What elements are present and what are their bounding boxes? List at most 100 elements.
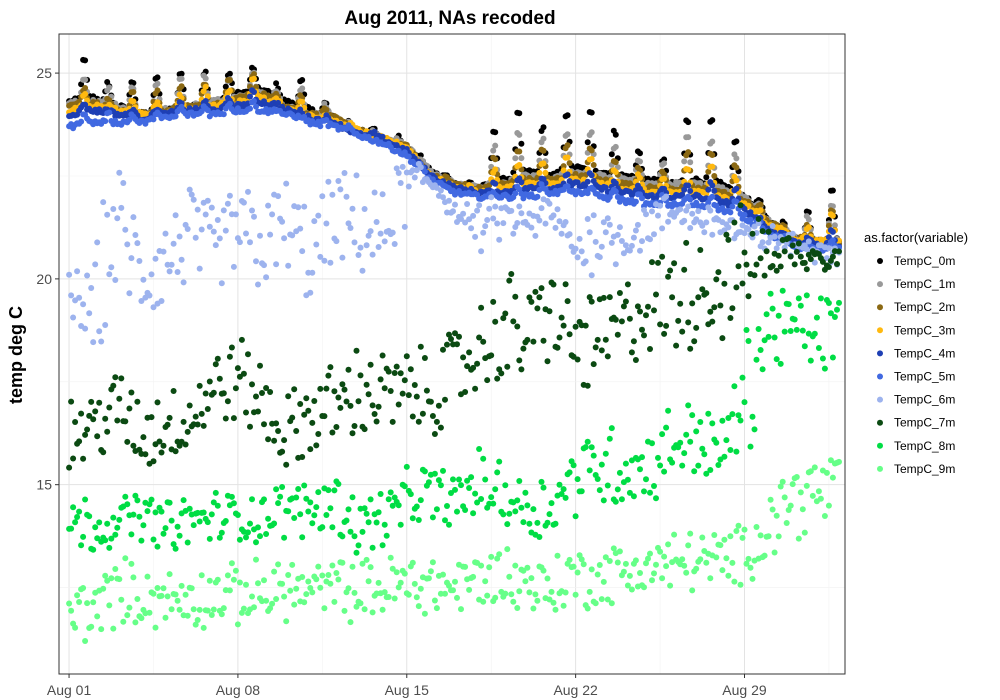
data-point: [110, 382, 117, 389]
data-point: [315, 431, 322, 437]
data-point: [480, 598, 487, 605]
data-point: [510, 318, 517, 325]
data-point: [267, 231, 274, 238]
data-point: [351, 423, 358, 429]
data-point: [518, 179, 525, 186]
data-point: [433, 418, 440, 425]
data-point: [247, 520, 253, 527]
data-point: [637, 158, 643, 165]
data-point: [781, 248, 788, 255]
data-point: [226, 70, 233, 77]
data-point: [532, 591, 539, 598]
data-point: [323, 512, 330, 518]
data-point: [281, 437, 288, 444]
data-point: [265, 202, 272, 209]
data-point: [230, 263, 237, 270]
data-point: [347, 402, 354, 409]
data-point: [795, 240, 802, 247]
data-point: [275, 428, 282, 434]
data-point: [285, 572, 292, 578]
data-point: [665, 273, 672, 280]
data-point: [560, 602, 567, 609]
data-point: [82, 431, 89, 438]
data-point: [566, 556, 573, 563]
data-point: [110, 206, 117, 212]
data-point: [723, 555, 730, 562]
data-point: [371, 411, 378, 417]
data-point: [200, 509, 207, 516]
data-point: [236, 239, 243, 246]
data-point: [550, 212, 557, 219]
data-point: [506, 277, 513, 284]
data-point: [283, 618, 290, 625]
data-point: [146, 501, 153, 508]
data-point: [691, 468, 698, 475]
data-point: [739, 534, 746, 541]
data-point: [606, 435, 613, 442]
data-point: [653, 561, 659, 568]
data-point: [313, 241, 320, 248]
data-point: [729, 203, 736, 210]
data-point: [498, 370, 505, 377]
data-point: [578, 556, 585, 563]
data-point: [500, 511, 507, 518]
data-point: [437, 482, 444, 489]
data-point: [379, 606, 386, 613]
data-point: [466, 586, 473, 593]
data-point: [172, 448, 179, 455]
data-point: [584, 382, 591, 389]
data-point: [679, 191, 686, 198]
data-point: [546, 511, 553, 518]
data-point: [516, 110, 523, 117]
data-point: [693, 216, 700, 223]
data-point: [140, 434, 147, 441]
data-point: [544, 358, 551, 365]
data-point: [186, 402, 193, 409]
data-point: [180, 279, 187, 286]
data-point: [102, 118, 109, 125]
data-point: [466, 216, 473, 223]
data-point: [146, 292, 153, 299]
data-point: [697, 419, 704, 425]
data-point: [309, 589, 316, 596]
data-point: [409, 515, 416, 522]
y-tick-label: 25: [36, 65, 52, 81]
data-point: [807, 468, 814, 475]
data-point: [765, 228, 772, 235]
data-point: [602, 336, 609, 343]
data-point: [731, 219, 738, 226]
data-point: [102, 572, 109, 579]
data-point: [703, 559, 710, 566]
data-point: [112, 374, 119, 381]
data-point: [637, 247, 643, 254]
data-point: [574, 356, 581, 363]
data-point: [659, 431, 666, 438]
data-point: [637, 570, 643, 576]
data-point: [140, 522, 147, 529]
data-point: [659, 253, 666, 260]
data-point: [96, 399, 103, 406]
data-point: [369, 251, 376, 258]
data-point: [200, 422, 207, 429]
data-point: [546, 200, 553, 207]
data-point: [496, 551, 503, 558]
data-point: [781, 494, 788, 501]
data-point: [102, 322, 109, 328]
data-point: [204, 197, 211, 204]
data-point: [220, 207, 227, 214]
data-point: [289, 232, 296, 239]
data-point: [283, 461, 290, 468]
data-point: [409, 559, 416, 566]
data-point: [319, 524, 326, 531]
data-point: [389, 418, 396, 425]
data-point: [391, 241, 398, 247]
data-point: [733, 448, 740, 455]
data-point: [582, 444, 589, 451]
data-point: [349, 430, 356, 437]
data-point: [787, 502, 794, 509]
data-point: [442, 396, 448, 403]
data-point: [757, 201, 764, 208]
data-point: [154, 543, 161, 550]
data-point: [90, 339, 97, 346]
data-point: [649, 577, 655, 584]
